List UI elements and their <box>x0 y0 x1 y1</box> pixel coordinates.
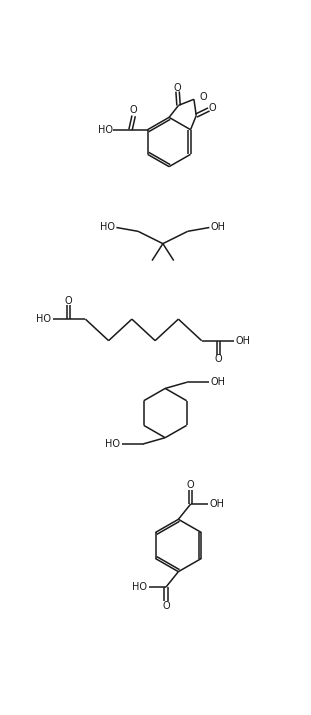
Text: HO: HO <box>105 439 120 449</box>
Text: O: O <box>64 295 72 305</box>
Text: O: O <box>215 354 222 364</box>
Text: O: O <box>174 83 181 93</box>
Text: OH: OH <box>209 499 224 509</box>
Text: O: O <box>162 601 170 611</box>
Text: OH: OH <box>211 222 226 232</box>
Text: O: O <box>130 105 137 115</box>
Text: HO: HO <box>98 124 113 134</box>
Text: O: O <box>199 92 207 102</box>
Text: OH: OH <box>236 335 251 345</box>
Text: HO: HO <box>100 222 115 232</box>
Text: O: O <box>208 103 216 113</box>
Text: HO: HO <box>132 582 147 592</box>
Text: OH: OH <box>210 378 225 388</box>
Text: HO: HO <box>36 314 51 324</box>
Text: O: O <box>187 480 195 490</box>
